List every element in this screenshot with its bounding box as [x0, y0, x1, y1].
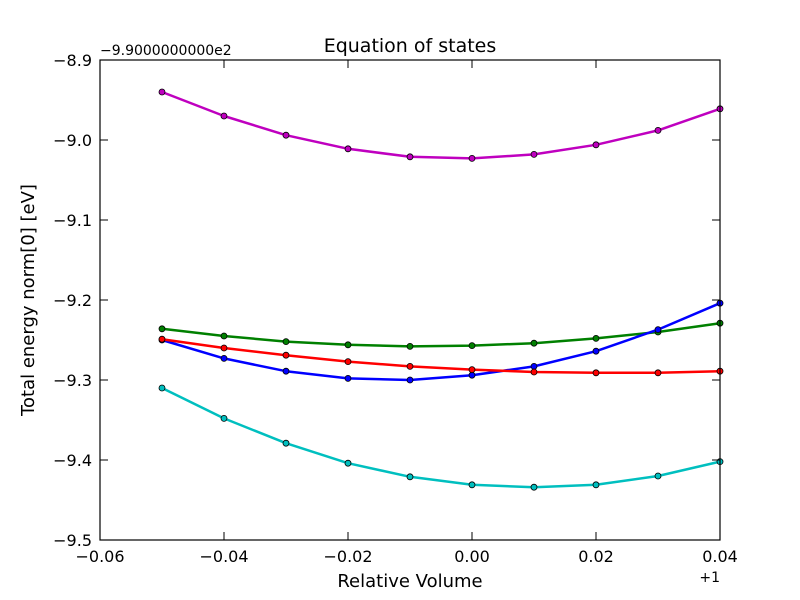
data-point: [344, 374, 352, 382]
data-point: [158, 88, 166, 96]
data-point: [406, 473, 414, 481]
data-point: [158, 335, 166, 343]
data-point: [406, 376, 414, 384]
data-point: [592, 334, 600, 342]
data-point: [220, 414, 228, 422]
data-point: [654, 369, 662, 377]
data-point: [158, 325, 166, 333]
y-tick-label: −9.3: [53, 371, 92, 390]
series-line: [161, 337, 721, 375]
series-5: [158, 384, 724, 491]
series-line: [161, 386, 721, 489]
x-tick-label: 0.00: [454, 547, 490, 566]
data-point: [468, 154, 476, 162]
data-point: [468, 366, 476, 374]
series-line: [161, 321, 721, 348]
data-point: [344, 459, 352, 467]
y-tick-label: −9.5: [53, 531, 92, 550]
data-point: [654, 126, 662, 134]
data-point: [530, 483, 538, 491]
data-point: [344, 358, 352, 366]
data-point: [530, 368, 538, 376]
series-4: [158, 335, 724, 377]
data-point: [282, 351, 290, 359]
x-tick-label: −0.04: [199, 547, 248, 566]
data-point: [530, 150, 538, 158]
x-tick-label: 0.04: [702, 547, 738, 566]
x-tick-label: −0.06: [75, 547, 124, 566]
x-tick-label: −0.02: [323, 547, 372, 566]
series-layer: [158, 88, 724, 491]
data-point: [220, 344, 228, 352]
data-point: [220, 354, 228, 362]
y-tick-label: −9.1: [53, 211, 92, 230]
data-point: [592, 369, 600, 377]
data-point: [344, 145, 352, 153]
data-point: [468, 342, 476, 350]
data-point: [654, 472, 662, 480]
series-2: [158, 319, 724, 350]
series-line: [161, 90, 721, 160]
data-point: [406, 342, 414, 350]
series-line: [161, 302, 721, 382]
y-axis-label: Total energy norm[0] [eV]: [18, 184, 39, 417]
plot-area: [100, 60, 720, 540]
data-point: [282, 131, 290, 139]
data-point: [530, 362, 538, 370]
data-point: [406, 362, 414, 370]
data-point: [592, 347, 600, 355]
data-point: [282, 367, 290, 375]
data-point: [406, 153, 414, 161]
data-point: [530, 339, 538, 347]
x-tick-label: 0.02: [578, 547, 614, 566]
x-offset-label: +1: [699, 570, 720, 586]
x-axis-label: Relative Volume: [337, 571, 482, 592]
plot-frame: [99, 59, 721, 541]
data-point: [282, 439, 290, 447]
data-point: [158, 384, 166, 392]
data-point: [468, 371, 476, 379]
chart-title: Equation of states: [324, 35, 497, 57]
y-tick-label: −8.9: [53, 51, 92, 70]
data-point: [344, 341, 352, 349]
y-offset-label: −9.9000000000e2: [100, 43, 232, 59]
data-point: [282, 338, 290, 346]
y-tick-label: −9.0: [53, 131, 92, 150]
series-1: [158, 88, 724, 162]
data-point: [220, 332, 228, 340]
data-point: [592, 141, 600, 149]
data-point: [654, 326, 662, 334]
data-point: [220, 112, 228, 120]
data-point: [468, 481, 476, 489]
data-point: [592, 481, 600, 489]
y-tick-label: −9.2: [53, 291, 92, 310]
y-tick-label: −9.4: [53, 451, 92, 470]
